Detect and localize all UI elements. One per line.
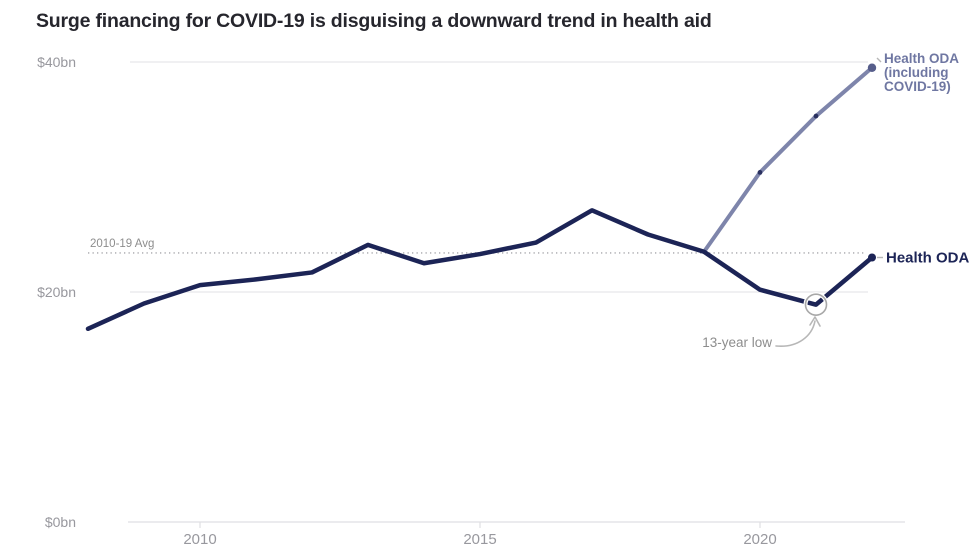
chart-title: Surge financing for COVID-19 is disguisi… [36, 10, 712, 32]
low-annotation-arrowhead [809, 316, 821, 327]
health-oda-end-dot [868, 253, 876, 262]
legend-dash-slate [876, 57, 882, 63]
average-line-label: 2010-19 Avg [90, 238, 154, 250]
covid-line-year-dot [757, 170, 763, 175]
x-tick-label: 2020 [743, 531, 776, 548]
y-tick-label: $20bn [37, 284, 76, 300]
low-annotation-arrow [775, 320, 816, 347]
health-oda-line [85, 208, 875, 332]
covid-line-end-dot [867, 63, 877, 72]
x-tick-label: 2015 [463, 531, 496, 548]
legend-covid-label: COVID-19) [884, 79, 951, 94]
low-annotation-circle [804, 293, 828, 316]
covid-oda-line [702, 65, 874, 254]
legend-covid-label: Health ODA [884, 51, 959, 66]
y-tick-label: $0bn [45, 514, 76, 530]
y-tick-label: $40bn [37, 54, 76, 70]
legend-covid-label: (including [884, 65, 949, 80]
covid-line-year-dot [813, 113, 819, 119]
x-tick-label: 2010 [183, 531, 216, 548]
legend-health-oda-label: Health ODA [886, 250, 970, 267]
low-annotation-label: 13-year low [702, 335, 772, 350]
